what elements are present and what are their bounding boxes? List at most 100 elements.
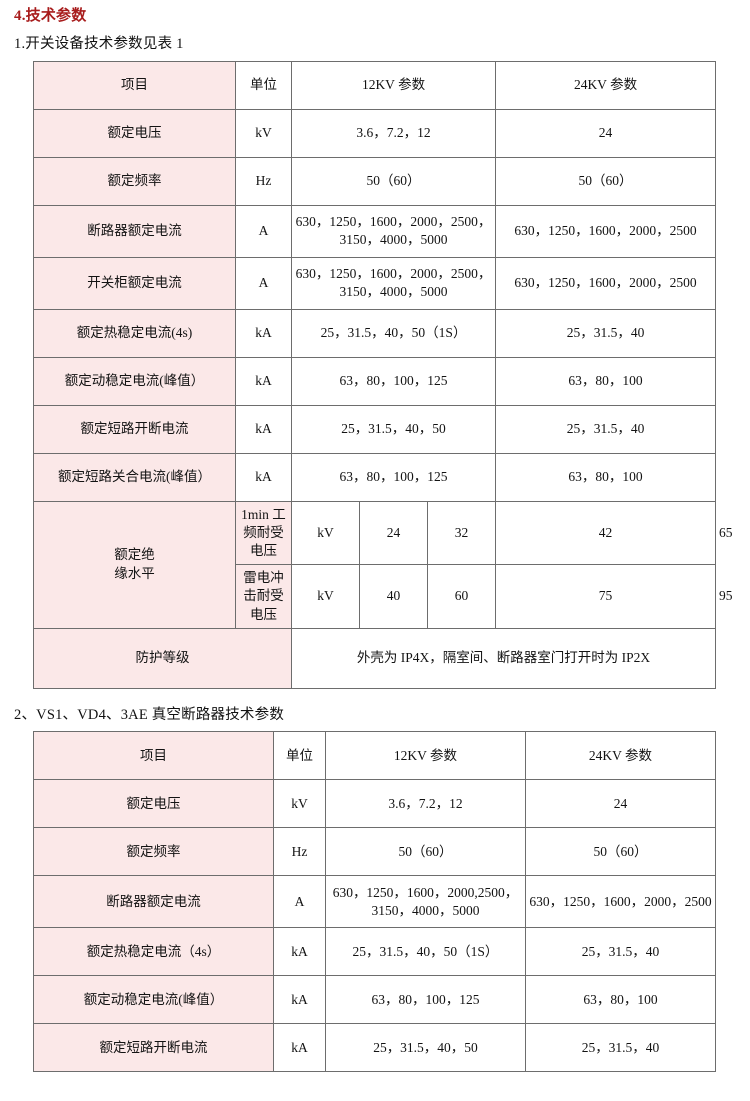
row-value-12kv-a: 24 (359, 500, 428, 566)
row-value-24kv: 25，31.5，40 (495, 404, 717, 454)
row-value-12kv: 25，31.5，40，50（1S） (290, 308, 497, 358)
row-value-protection: 外壳为 IP4X，隔室间、断路器室门打开时为 IP2X (290, 627, 717, 689)
row-value-12kv: 25，31.5，40，50 (290, 404, 497, 454)
table-row: 额定频率 Hz 50（60） 50（60） (33, 156, 717, 206)
table-row: 额定短路开断电流 kA 25，31.5，40，50 25，31.5，40 (33, 1023, 716, 1073)
row-label: 额定短路关合电流(峰值） (33, 452, 236, 502)
row-value-12kv: 630，1250，1600，2000，2500，3150，4000，5000 (290, 256, 497, 310)
header-unit: 单位 (235, 60, 292, 110)
header-12kv: 12KV 参数 (290, 60, 497, 110)
table-row: 开关柜额定电流 A 630，1250，1600，2000，2500，3150，4… (33, 256, 717, 310)
header-24kv: 24KV 参数 (525, 731, 716, 781)
row-label: 额定电压 (33, 779, 274, 829)
header-unit: 单位 (273, 731, 326, 781)
row-value-12kv-c: 42 (495, 500, 717, 566)
row-value-24kv: 630，1250，1600，2000，2500 (495, 256, 717, 310)
row-label: 1min 工频耐受电压 (235, 500, 292, 566)
table-row: 额定动稳定电流(峰值） kA 63，80，100，125 63，80，100 (33, 975, 716, 1025)
row-value-24kv: 25，31.5，40 (495, 308, 717, 358)
row-unit: kA (235, 356, 292, 406)
table-row: 额定短路开断电流 kA 25，31.5，40，50 25，31.5，40 (33, 404, 717, 454)
table-row: 额定频率 Hz 50（60） 50（60） (33, 827, 716, 877)
header-24kv: 24KV 参数 (495, 60, 717, 110)
table1-wrapper: 项目 单位 12KV 参数 24KV 参数 额定电压 kV 3.6，7.2，12… (33, 60, 733, 689)
row-value-24kv: 63，80，100 (495, 356, 717, 406)
insulation-group-label-line2: 缘水平 (114, 565, 155, 581)
row-label: 断路器额定电流 (33, 204, 236, 258)
row-value-24kv: 630，1250，1600，2000，2500 (495, 204, 717, 258)
table-row: 额定热稳定电流(4s) kA 25，31.5，40，50（1S） 25，31.5… (33, 308, 717, 358)
row-value-24kv: 24 (525, 779, 716, 829)
row-value-24kv: 50（60） (525, 827, 716, 877)
row-unit: A (273, 875, 326, 929)
row-value-12kv: 25，31.5，40，50 (325, 1023, 526, 1073)
table2-caption: 2、VS1、VD4、3AE 真空断路器技术参数 (14, 706, 285, 723)
table-row: 额定电压 kV 3.6，7.2，12 24 (33, 108, 717, 158)
row-label: 额定电压 (33, 108, 236, 158)
row-value-24kv: 630，1250，1600，2000，2500 (525, 875, 716, 929)
row-value-24kv: 63，80，100 (525, 975, 716, 1025)
row-value-24kv: 25，31.5，40 (525, 1023, 716, 1073)
row-label: 额定短路开断电流 (33, 404, 236, 454)
row-label: 额定频率 (33, 156, 236, 206)
row-unit: kV (273, 779, 326, 829)
row-value-12kv: 3.6，7.2，12 (290, 108, 497, 158)
row-value-12kv: 50（60） (290, 156, 497, 206)
row-value-12kv: 63，80，100，125 (290, 452, 497, 502)
insulation-group-label-line1: 额定绝 (114, 547, 155, 563)
row-label: 雷电冲击耐受电压 (235, 564, 292, 629)
row-value-24kv: 63，80，100 (495, 452, 717, 502)
row-unit: kV (291, 564, 360, 629)
table-row: 额定电压 kV 3.6，7.2，12 24 (33, 779, 716, 829)
row-label: 开关柜额定电流 (33, 256, 236, 310)
row-value-12kv: 630，1250，1600，2000,2500，3150，4000，5000 (325, 875, 526, 929)
table-header-row: 项目 单位 12KV 参数 24KV 参数 (33, 731, 716, 781)
row-unit: kV (291, 500, 360, 566)
row-value-12kv-c: 75 (495, 564, 717, 629)
row-label: 额定动稳定电流(峰值） (33, 356, 236, 406)
table-row: 断路器额定电流 A 630，1250，1600，2000，2500，3150，4… (33, 204, 717, 258)
row-value-12kv: 630，1250，1600，2000，2500，3150，4000，5000 (290, 204, 497, 258)
row-label: 防护等级 (33, 627, 292, 689)
row-label: 额定动稳定电流(峰值） (33, 975, 274, 1025)
header-12kv: 12KV 参数 (325, 731, 526, 781)
row-value-12kv: 3.6，7.2，12 (325, 779, 526, 829)
insulation-group-label: 额定绝 缘水平 (33, 500, 236, 629)
row-value-24kv: 50（60） (495, 156, 717, 206)
row-unit: Hz (273, 827, 326, 877)
table-row: 额定热稳定电流（4s） kA 25，31.5，40，50（1S） 25，31.5… (33, 927, 716, 977)
row-unit: kA (273, 927, 326, 977)
row-unit: Hz (235, 156, 292, 206)
header-item: 项目 (33, 60, 236, 110)
vacuum-breaker-spec-table: 项目 单位 12KV 参数 24KV 参数 额定电压 kV 3.6，7.2，12… (33, 731, 716, 1073)
document-page: 4.技术参数 1.开关设备技术参数见表 1 项目 单位 12KV 参数 24KV… (0, 8, 750, 1073)
row-value-12kv: 63，80，100，125 (290, 356, 497, 406)
row-value-12kv: 25，31.5，40，50（1S） (325, 927, 526, 977)
table-row: 额定动稳定电流(峰值） kA 63，80，100，125 63，80，100 (33, 356, 717, 406)
table2-wrapper: 项目 单位 12KV 参数 24KV 参数 额定电压 kV 3.6，7.2，12… (33, 731, 716, 1073)
table1-caption: 1.开关设备技术参数见表 1 (14, 36, 184, 52)
row-value-12kv: 63，80，100，125 (325, 975, 526, 1025)
row-value-24kv: 25，31.5，40 (525, 927, 716, 977)
table-row-insulation-lightning: 雷电冲击耐受电压 kV 40 60 75 95 (34, 564, 733, 629)
row-value-24kv: 24 (495, 108, 717, 158)
table-header-row: 项目 单位 12KV 参数 24KV 参数 (33, 60, 717, 110)
row-value-12kv-a: 40 (359, 564, 428, 629)
table-row-insulation-power-freq: 额定绝 缘水平 1min 工频耐受电压 kV 24 32 42 65 (33, 500, 733, 629)
row-unit: kA (235, 404, 292, 454)
row-unit: A (235, 256, 292, 310)
row-value-12kv-b: 32 (426, 500, 497, 566)
table-row-protection: 防护等级 外壳为 IP4X，隔室间、断路器室门打开时为 IP2X (33, 627, 717, 689)
row-value-12kv: 50（60） (325, 827, 526, 877)
row-label: 额定频率 (33, 827, 274, 877)
row-unit: A (235, 204, 292, 258)
page-title: 4.技术参数 (14, 8, 87, 24)
row-unit: kA (273, 975, 326, 1025)
row-label: 断路器额定电流 (33, 875, 274, 929)
header-item: 项目 (33, 731, 274, 781)
row-value-12kv-b: 60 (426, 564, 497, 629)
table-row: 断路器额定电流 A 630，1250，1600，2000,2500，3150，4… (33, 875, 716, 929)
row-unit: kV (235, 108, 292, 158)
row-label: 额定热稳定电流（4s） (33, 927, 274, 977)
row-label: 额定热稳定电流(4s) (33, 308, 236, 358)
